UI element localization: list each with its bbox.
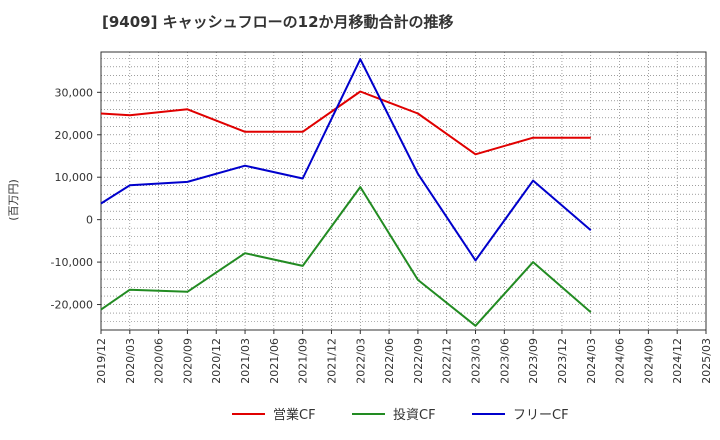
x-tick-label: 2019/12 [95, 338, 108, 384]
x-tick-label: 2020/03 [124, 338, 137, 384]
x-tick-label: 2024/03 [585, 338, 598, 384]
x-tick-label: 2021/12 [325, 338, 338, 384]
x-tick-label: 2022/06 [383, 338, 396, 384]
x-tick-label: 2023/12 [556, 338, 569, 384]
y-axis-label: (百万円) [7, 179, 20, 221]
x-tick-label: 2022/09 [412, 338, 425, 384]
x-tick-label: 2022/12 [441, 338, 454, 384]
x-tick-label: 2020/06 [153, 338, 166, 384]
plot-background [101, 52, 706, 330]
legend-label-3: フリーCF [513, 408, 569, 423]
plot-area: -20,000 -10,000 0 10,000 20,000 30,000 2019/12… [51, 51, 713, 384]
x-tick-label: 2024/09 [642, 338, 655, 384]
x-tick-label: 2023/06 [498, 338, 511, 384]
series-line-1 [100, 90, 591, 156]
y-tick-label: -20,000 [51, 299, 93, 312]
legend-label-2: 投資CF [393, 407, 436, 423]
x-tick-label: 2023/03 [470, 338, 483, 384]
y-tick-label: -10,000 [51, 256, 93, 269]
x-tick-label: 2021/09 [297, 338, 310, 384]
legend: 営業CF 投資CF フリーCF [232, 407, 569, 423]
y-tick-label: 10,000 [55, 171, 94, 184]
x-tick-label: 2024/06 [614, 338, 627, 384]
legend-label-1: 営業CF [273, 407, 316, 423]
x-tick-label: 2023/09 [527, 338, 540, 384]
x-tick-label: 2022/03 [354, 338, 367, 384]
x-tick-label: 2024/12 [671, 338, 684, 384]
x-tick-label: 2020/12 [210, 338, 223, 384]
series-line-2 [100, 186, 592, 327]
series-line-3 [100, 58, 592, 262]
chart-title: [9409] キャッシュフローの12か月移動合計の推移 [102, 13, 454, 31]
y-tick-label: 20,000 [55, 129, 94, 142]
y-tick-label: 30,000 [55, 86, 94, 99]
x-tick-label: 2021/03 [239, 338, 252, 384]
x-tick-label: 2025/03 [700, 338, 713, 384]
plot-frame [100, 51, 707, 331]
x-tick-label: 2021/06 [268, 338, 281, 384]
x-tick-label: 2020/09 [181, 338, 194, 384]
y-tick-label: 0 [86, 214, 93, 227]
